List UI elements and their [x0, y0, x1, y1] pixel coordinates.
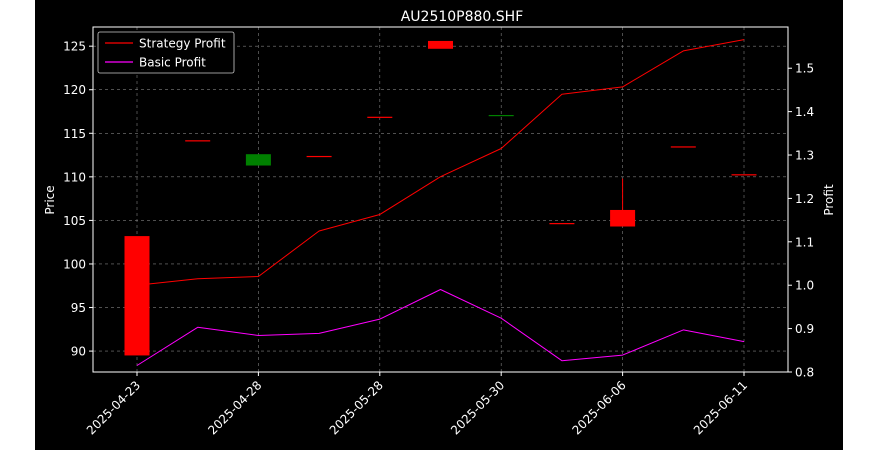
right-tick-label-5: 1.3	[795, 149, 814, 163]
candle-body-1	[185, 140, 211, 142]
x-tick-label-5: 2025-06-11	[691, 378, 750, 437]
right-tick-label-4: 1.2	[795, 192, 814, 206]
right-tick-label-3: 1.1	[795, 235, 814, 249]
left-tick-label-2: 100	[63, 257, 86, 271]
left-tick-label-6: 120	[63, 83, 86, 97]
profit-lines	[136, 39, 745, 366]
grid-lines	[93, 27, 788, 372]
left-axis: 90 95 100 105 110 115 120 125	[63, 40, 93, 359]
candlestick-profit-chart: AU2510P880.SHF 90 95 100 105 110 115 120 125 0.…	[43, 9, 836, 437]
candle-body-5	[428, 40, 453, 49]
right-tick-label-2: 1.0	[795, 279, 814, 293]
chart-figure: AU2510P880.SHF 90 95 100 105 110 115 120 125 0.…	[35, 0, 843, 450]
left-tick-label-4: 110	[63, 170, 86, 184]
series-line-0	[136, 39, 745, 286]
series-line-1	[136, 289, 745, 366]
right-tick-label-6: 1.4	[795, 105, 814, 119]
candle-body-6	[488, 114, 514, 117]
candle-body-8	[610, 209, 636, 227]
legend: Strategy Profit Basic Profit	[97, 31, 235, 74]
legend-label-strategy: Strategy Profit	[139, 37, 226, 51]
left-tick-label-5: 115	[63, 127, 86, 141]
candle-body-4	[367, 116, 393, 118]
left-tick-label-7: 125	[63, 40, 86, 54]
x-tick-label-1: 2025-04-28	[205, 378, 264, 437]
plot-frame	[92, 26, 789, 373]
candle-body-3	[306, 155, 332, 158]
x-tick-label-0: 2025-04-23	[84, 378, 143, 437]
right-axis: 0.8 0.9 1.0 1.1 1.2 1.3 1.4 1.5	[788, 62, 814, 380]
x-tick-label-2: 2025-05-28	[327, 378, 386, 437]
candle-body-7	[549, 223, 575, 225]
y-axis-right-label: Profit	[822, 184, 836, 216]
left-tick-label-1: 95	[71, 301, 86, 315]
candle-body-0	[124, 236, 150, 356]
candle-body-9	[670, 146, 696, 148]
left-tick-label-0: 90	[71, 345, 86, 359]
right-tick-label-1: 0.9	[795, 322, 814, 336]
legend-label-basic: Basic Profit	[139, 56, 206, 70]
candle-body-10	[731, 174, 757, 176]
x-tick-label-3: 2025-05-30	[448, 378, 507, 437]
candle-body-2	[245, 154, 271, 166]
right-tick-label-0: 0.8	[795, 366, 814, 380]
right-tick-label-7: 1.5	[795, 62, 814, 76]
candles	[124, 40, 757, 356]
x-axis: 2025-04-23 2025-04-28 2025-05-28 2025-05-30…	[84, 372, 750, 437]
chart-title: AU2510P880.SHF	[401, 9, 524, 25]
y-axis-left-label: Price	[43, 185, 57, 214]
legend-box	[97, 31, 235, 74]
x-tick-label-4: 2025-06-06	[570, 378, 629, 437]
left-tick-label-3: 105	[63, 214, 86, 228]
